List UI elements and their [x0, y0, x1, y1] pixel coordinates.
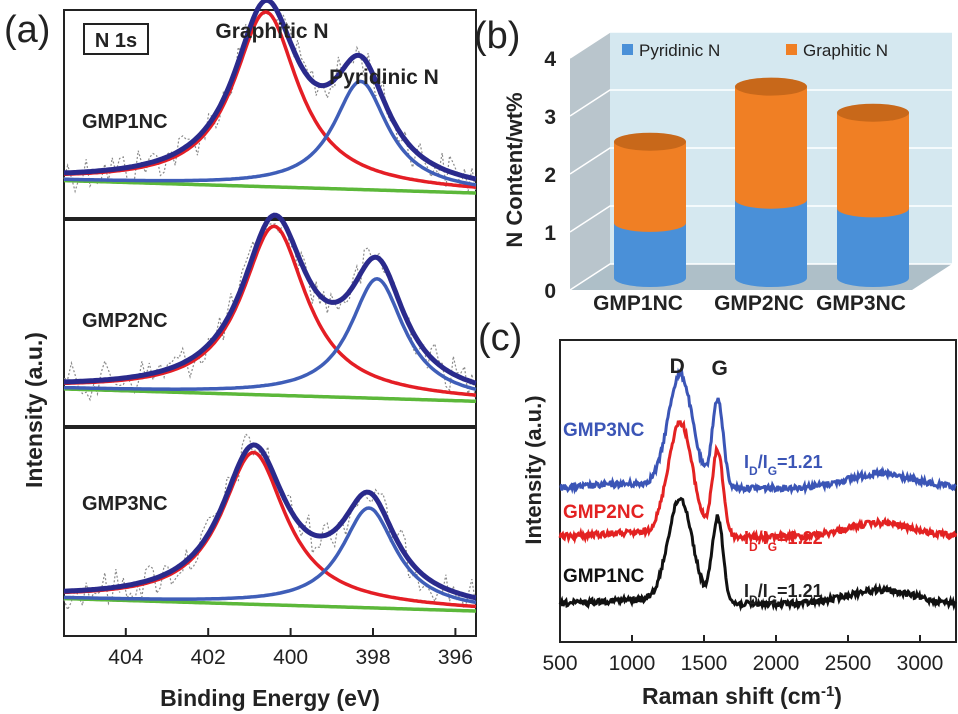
raman-spectrum — [559, 367, 957, 496]
sample-label: GMP1NC — [82, 111, 168, 133]
subpanel-frame — [63, 427, 477, 637]
background-line — [64, 178, 476, 195]
n1s-badge-text: N 1s — [95, 30, 137, 52]
pyridinic-n-label: Pyridinic N — [329, 66, 439, 89]
x-tick-label: 2500 — [825, 652, 872, 675]
panel-c-xlabel: Raman shift (cm-1) — [642, 683, 842, 710]
bar-top — [735, 77, 807, 96]
graphitic-n-label: Graphitic N — [215, 20, 328, 43]
id-ig-ratio-label: ID/IG=1.22 — [744, 528, 823, 554]
bar-segment-pyridinic — [837, 208, 909, 287]
raman-gmp1nc: GMP1NC ID/IG=1.21 — [558, 496, 957, 612]
bar-segment-pyridinic — [735, 199, 807, 287]
id-ig-ratio-label: ID/IG=1.21 — [744, 452, 823, 478]
peak-d-label: D — [670, 355, 685, 378]
x-tick-label: 1500 — [681, 652, 728, 675]
x-tick-label: 402 — [191, 646, 226, 669]
background-line — [63, 387, 477, 404]
category-label: GMP1NC — [593, 292, 683, 315]
bar-segment-graphitic — [837, 112, 909, 218]
panel-b-ylabel: N Content/wt% — [502, 92, 527, 247]
n1s-badge — [83, 23, 149, 55]
category-label: GMP3NC — [816, 292, 906, 315]
gridline — [569, 89, 952, 117]
raman-gmp2nc: GMP2NC ID/IG=1.22 — [558, 419, 958, 554]
panel-b-bar-chart: (b) N Content/wt% 0 1 2 3 4 Pyridinic N Graphi… — [474, 15, 952, 315]
pyridinic-fit-line — [63, 277, 477, 392]
bar-top — [614, 132, 686, 151]
y-tick-label: 0 — [544, 280, 556, 303]
y-tick-label: 3 — [544, 106, 556, 129]
category-label: GMP2NC — [714, 292, 804, 315]
sample-label: GMP3NC — [82, 493, 168, 515]
x-tick-label: 404 — [108, 646, 143, 669]
x-tick-label: 3000 — [897, 652, 944, 675]
panel-c-label: (c) — [478, 317, 522, 359]
panel-a-label: (a) — [4, 9, 50, 51]
peak-g-label: G — [712, 357, 728, 380]
y-tick-label: 4 — [544, 48, 556, 71]
x-tick-label: 398 — [355, 646, 390, 669]
background-line — [64, 596, 476, 613]
x-tick-label: 2000 — [753, 652, 800, 675]
pyridinic-fit-line — [63, 506, 477, 605]
y-tick-label: 1 — [544, 222, 556, 245]
raman-spectrum — [558, 496, 957, 612]
bar-top — [837, 103, 909, 122]
raman-frame — [559, 339, 957, 643]
pyridinic-fit-line — [63, 79, 477, 187]
bar-gmp1nc — [614, 132, 686, 287]
sample-label: GMP3NC — [563, 420, 645, 441]
gridline — [569, 31, 952, 59]
bar-segment-pyridinic — [614, 222, 686, 287]
bar-gmp2nc — [735, 77, 807, 287]
legend-swatch — [622, 44, 633, 55]
raman-gmp3nc: GMP3NC ID/IG=1.21 — [559, 367, 957, 496]
sample-label: GMP2NC — [82, 310, 168, 332]
bar-segment-graphitic — [735, 86, 807, 209]
legend-label: Pyridinic N — [639, 41, 720, 60]
panel-c-ylabel: Intensity (a.u.) — [521, 395, 546, 544]
panel-a-xps: (a) Intensity (a.u.) Binding Energy (eV)… — [4, 0, 477, 711]
id-ig-ratio-label: ID/IG=1.21 — [744, 581, 823, 607]
envelope-fit-line — [63, 442, 477, 601]
x-tick-label: 500 — [542, 652, 577, 675]
bar-gmp3nc — [837, 103, 909, 287]
legend-swatch — [786, 44, 797, 55]
xps-subpanel-gmp3nc: GMP3NC — [63, 427, 477, 637]
x-tick-label: 1000 — [609, 652, 656, 675]
panel-c-raman: (c) Intensity (a.u.) Raman shift (cm-1) … — [478, 317, 958, 710]
xps-subpanel-gmp2nc: GMP2NC — [63, 212, 477, 427]
legend-label: Graphitic N — [803, 41, 888, 60]
panel-a-xlabel: Binding Energy (eV) — [160, 685, 380, 711]
x-tick-label: 396 — [438, 646, 473, 669]
x-tick-label: 400 — [273, 646, 308, 669]
envelope-fit-line — [63, 0, 477, 182]
envelope-fit-line — [64, 212, 477, 386]
sample-label: GMP2NC — [563, 502, 645, 523]
bar-segment-graphitic — [614, 141, 686, 232]
sample-label: GMP1NC — [563, 566, 645, 587]
panel-a-ylabel: Intensity (a.u.) — [21, 332, 47, 488]
panel-b-label: (b) — [474, 15, 520, 57]
y-tick-label: 2 — [544, 164, 556, 187]
raman-spectrum — [558, 419, 958, 545]
